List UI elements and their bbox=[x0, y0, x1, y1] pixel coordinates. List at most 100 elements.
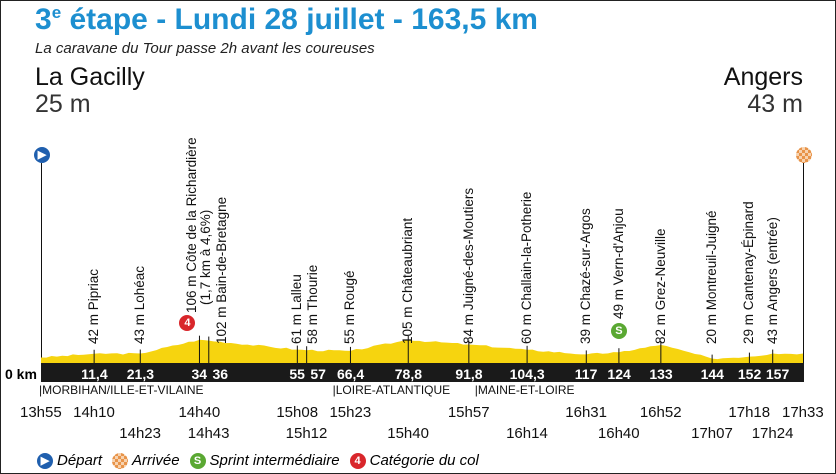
km-label: 133 bbox=[649, 366, 673, 382]
point-label: 82 m Grez-Neuville bbox=[652, 228, 668, 344]
finish-line bbox=[803, 163, 804, 363]
elevation-profile bbox=[41, 339, 803, 363]
passage-time: 15h23 bbox=[329, 404, 372, 421]
point-name: 43 m Angers (entrée) bbox=[764, 217, 780, 344]
km-label: 144 bbox=[700, 366, 724, 382]
km-label: 104,3 bbox=[509, 366, 545, 382]
point-label: 58 m Thourie bbox=[305, 264, 321, 344]
km-label: 57 bbox=[310, 366, 326, 382]
legend-sprint-label: Sprint intermédiaire bbox=[209, 452, 340, 469]
point-label: 105 m Châteaubriant bbox=[400, 217, 416, 344]
point-name: 29 m Cantenay-Épinard bbox=[741, 201, 757, 344]
finish-city: Angers bbox=[723, 63, 803, 91]
zero-km-label: 0 km bbox=[5, 366, 37, 382]
point-name: 84 m Juigné-des-Moutiers bbox=[460, 187, 476, 344]
km-label: 152 bbox=[737, 366, 762, 382]
depart-icon: ▶ bbox=[37, 453, 53, 470]
passage-time: 14h43 bbox=[187, 425, 230, 442]
km-label: 124 bbox=[607, 366, 631, 382]
point-name: 82 m Grez-Neuville bbox=[652, 228, 668, 344]
point-label: 43 m Angers (entrée) bbox=[764, 217, 780, 344]
start-icon: ▶ bbox=[34, 146, 54, 164]
point-name: 105 m Châteaubriant bbox=[400, 217, 416, 344]
point-name: 55 m Rougé bbox=[342, 270, 358, 344]
arrivee-icon bbox=[112, 453, 129, 470]
title-sup: e bbox=[51, 3, 62, 22]
point-name: 58 m Thourie bbox=[305, 264, 321, 344]
col-category-icon: 4 bbox=[179, 315, 196, 331]
point-label: 49 m Vern-d'Anjou bbox=[610, 208, 626, 319]
finish-icon bbox=[796, 146, 816, 164]
passage-time: 15h40 bbox=[387, 425, 429, 442]
point-label: 43 m Lohéac bbox=[132, 265, 148, 344]
point-label: 55 m Rougé bbox=[342, 270, 358, 344]
point-label: 84 m Juigné-des-Moutiers bbox=[460, 187, 476, 344]
title-number: 3 bbox=[35, 3, 52, 36]
passage-time: 13h55 bbox=[20, 404, 62, 421]
km-label: 36 bbox=[212, 366, 229, 382]
km-label: 11,4 bbox=[81, 366, 108, 382]
climb-details: (1,7 km à 4,6%) bbox=[198, 209, 214, 305]
passage-time: 14h40 bbox=[178, 404, 221, 421]
legend-arrivee-label: Arrivée bbox=[132, 452, 180, 469]
passage-time: 17h07 bbox=[691, 425, 733, 442]
department-label: |MAINE-ET-LOIRE bbox=[474, 383, 575, 397]
point-name: 42 m Pipriac bbox=[86, 268, 102, 344]
point-label: 106 m Côte de la Richardière (1,7 km à 4,… bbox=[184, 137, 214, 313]
start-city: La Gacilly bbox=[35, 63, 145, 91]
km-label: 78,8 bbox=[394, 366, 422, 382]
km-label: 21,3 bbox=[126, 366, 155, 382]
department-label: |LOIRE-ATLANTIQUE bbox=[332, 383, 451, 397]
passage-time: 14h23 bbox=[119, 425, 161, 442]
passage-time: 15h57 bbox=[447, 404, 490, 421]
passage-time: 15h08 bbox=[276, 404, 319, 421]
point-label: 39 m Chazé-sur-Argos bbox=[578, 208, 594, 344]
legend-depart-label: Départ bbox=[57, 452, 103, 469]
point-name: 60 m Challain-la-Potherie bbox=[519, 191, 535, 344]
passage-time: 16h14 bbox=[506, 425, 548, 442]
passage-time: 17h33 bbox=[782, 404, 824, 421]
start-altitude: 25 m bbox=[35, 90, 91, 118]
passage-time: 16h31 bbox=[565, 404, 607, 421]
sprint-icon: S bbox=[189, 453, 206, 470]
sprint-icon: S bbox=[610, 323, 627, 339]
legend-arrivee: Arrivée bbox=[112, 452, 180, 470]
finish-altitude: 43 m bbox=[747, 90, 803, 118]
point-name: 20 m Montreuil-Juigné bbox=[704, 210, 720, 344]
stage-title: 3e étape - Lundi 28 juillet - 163,5 km bbox=[35, 3, 538, 37]
km-label: 117 bbox=[574, 366, 598, 382]
point-label: 60 m Challain-la-Potherie bbox=[519, 191, 535, 344]
point-name: 61 m Lalleu bbox=[289, 274, 305, 344]
passage-time: 17h24 bbox=[751, 425, 794, 442]
passage-time: 14h10 bbox=[73, 404, 115, 421]
point-label: 102 m Bain-de-Bretagne bbox=[214, 196, 230, 344]
point-name: 39 m Chazé-sur-Argos bbox=[578, 208, 594, 344]
km-label: 66,4 bbox=[336, 366, 365, 382]
point-label: 42 m Pipriac bbox=[86, 268, 102, 344]
start-line bbox=[41, 163, 42, 363]
point-name: 43 m Lohéac bbox=[132, 265, 148, 344]
passage-time: 15h12 bbox=[285, 425, 328, 442]
passage-time: 17h18 bbox=[728, 404, 771, 421]
legend-col-label: Catégorie du col bbox=[369, 452, 479, 469]
legend-col: 4 Catégorie du col bbox=[349, 452, 479, 470]
km-label: 91,8 bbox=[455, 366, 483, 382]
point-label: 61 m Lalleu bbox=[289, 274, 305, 344]
passage-time: 16h52 bbox=[639, 404, 682, 421]
legend-sprint: S Sprint intermédiaire bbox=[189, 452, 340, 470]
col-category-icon: 4 bbox=[349, 453, 366, 470]
department-label: |MORBIHAN/ILLE-ET-VILAINE bbox=[39, 383, 204, 397]
point-label: 20 m Montreuil-Juigné bbox=[704, 210, 720, 344]
passage-time: 16h40 bbox=[597, 425, 640, 442]
km-label: 55 bbox=[289, 366, 305, 382]
legend-depart: ▶ Départ bbox=[37, 452, 103, 470]
point-label: 29 m Cantenay-Épinard bbox=[741, 201, 757, 344]
km-label: 157 bbox=[765, 366, 790, 382]
point-name: 49 m Vern-d'Anjou bbox=[610, 208, 626, 319]
km-band bbox=[41, 363, 804, 382]
subtitle: La caravane du Tour passe 2h avant les c… bbox=[35, 40, 375, 57]
point-name: 102 m Bain-de-Bretagne bbox=[214, 196, 230, 344]
